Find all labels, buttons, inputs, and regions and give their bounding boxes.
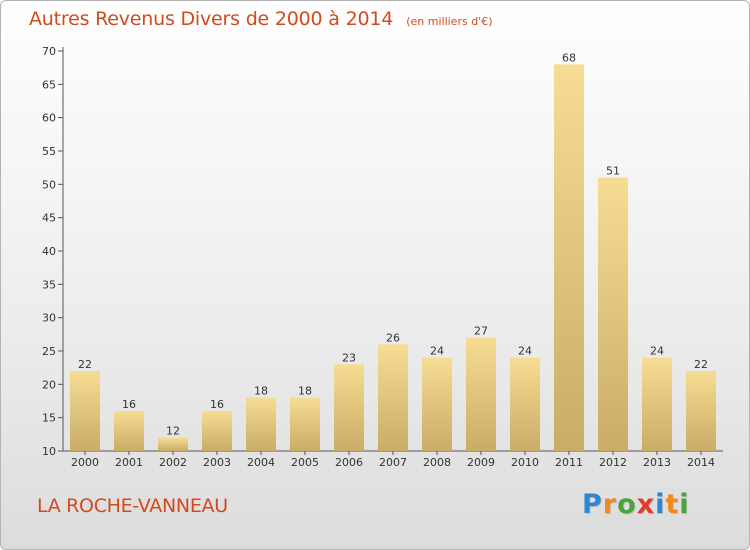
y-tick-label: 35 xyxy=(42,278,56,291)
bar-2009 xyxy=(466,337,496,451)
data-label: 12 xyxy=(166,425,180,438)
y-tick-label: 70 xyxy=(42,45,56,58)
y-tick-label: 25 xyxy=(42,345,56,358)
bar-2001 xyxy=(114,411,144,451)
bar-2010 xyxy=(510,357,540,451)
x-tick-label: 2000 xyxy=(71,456,99,469)
y-tick-label: 30 xyxy=(42,312,56,325)
y-tick-label: 50 xyxy=(42,178,56,191)
logo-letter: r xyxy=(602,489,618,520)
x-tick-label: 2014 xyxy=(687,456,715,469)
title-row: Autres Revenus Divers de 2000 à 2014 (en… xyxy=(29,8,493,30)
logo-letter: o xyxy=(617,489,637,520)
y-tick-label: 40 xyxy=(42,245,56,258)
bar-2012 xyxy=(598,177,628,451)
y-tick-label: 10 xyxy=(42,445,56,458)
data-label: 22 xyxy=(694,358,708,371)
data-label: 24 xyxy=(430,345,444,358)
y-tick-label: 65 xyxy=(42,78,56,91)
x-tick-label: 2008 xyxy=(423,456,451,469)
data-label: 24 xyxy=(518,345,532,358)
x-tick-label: 2005 xyxy=(291,456,319,469)
logo-letter: i xyxy=(655,489,666,520)
x-tick-label: 2002 xyxy=(159,456,187,469)
data-label: 27 xyxy=(474,325,488,338)
data-label: 68 xyxy=(562,51,576,64)
data-label: 24 xyxy=(650,345,664,358)
bar-2007 xyxy=(378,344,408,451)
bar-2004 xyxy=(246,397,276,451)
x-tick-label: 2012 xyxy=(599,456,627,469)
bar-2013 xyxy=(642,357,672,451)
logo-letter: x xyxy=(636,489,656,520)
commune-name: LA ROCHE-VANNEAU xyxy=(37,495,228,517)
x-tick-label: 2006 xyxy=(335,456,363,469)
bar-2014 xyxy=(686,371,716,451)
bar-2000 xyxy=(70,371,100,451)
x-tick-label: 2003 xyxy=(203,456,231,469)
y-tick-label: 20 xyxy=(42,378,56,391)
bar-2006 xyxy=(334,364,364,451)
x-tick-label: 2004 xyxy=(247,456,275,469)
data-label: 18 xyxy=(254,385,268,398)
logo-letter: i xyxy=(679,489,690,520)
logo-letter: P xyxy=(582,489,603,520)
bar-2003 xyxy=(202,411,232,451)
bar-2002 xyxy=(158,437,188,451)
y-tick-label: 45 xyxy=(42,212,56,225)
bar-2011 xyxy=(554,64,584,452)
data-label: 16 xyxy=(122,398,136,411)
data-label: 16 xyxy=(210,398,224,411)
chart-title: Autres Revenus Divers de 2000 à 2014 xyxy=(29,8,394,30)
x-axis: 2000 2001 2002 2003 2004 2005 2006 2007 2008 2009… xyxy=(63,450,723,469)
bars xyxy=(70,64,716,452)
x-tick-label: 2007 xyxy=(379,456,407,469)
bar-labels: 22 16 12 16 18 18 23 26 24 27 24 68 51 24 22 xyxy=(78,51,708,437)
x-tick-label: 2009 xyxy=(467,456,495,469)
x-tick-label: 2011 xyxy=(555,456,583,469)
y-axis: 10 15 20 25 30 35 40 45 50 55 60 65 70 xyxy=(42,45,64,458)
proxiti-logo[interactable]: Proxiti xyxy=(582,489,690,520)
data-label: 23 xyxy=(342,351,356,364)
data-label: 22 xyxy=(78,358,92,371)
y-tick-label: 55 xyxy=(42,145,56,158)
y-tick-label: 60 xyxy=(42,112,56,125)
x-tick-label: 2013 xyxy=(643,456,671,469)
x-tick-label: 2001 xyxy=(115,456,143,469)
bar-2005 xyxy=(290,397,320,451)
data-label: 51 xyxy=(606,165,620,178)
x-tick-label: 2010 xyxy=(511,456,539,469)
data-label: 26 xyxy=(386,331,400,344)
bar-2008 xyxy=(422,357,452,451)
y-tick-label: 15 xyxy=(42,412,56,425)
data-label: 18 xyxy=(298,385,312,398)
chart-subtitle: (en milliers d'€) xyxy=(406,15,493,28)
logo-letter: t xyxy=(665,489,680,520)
